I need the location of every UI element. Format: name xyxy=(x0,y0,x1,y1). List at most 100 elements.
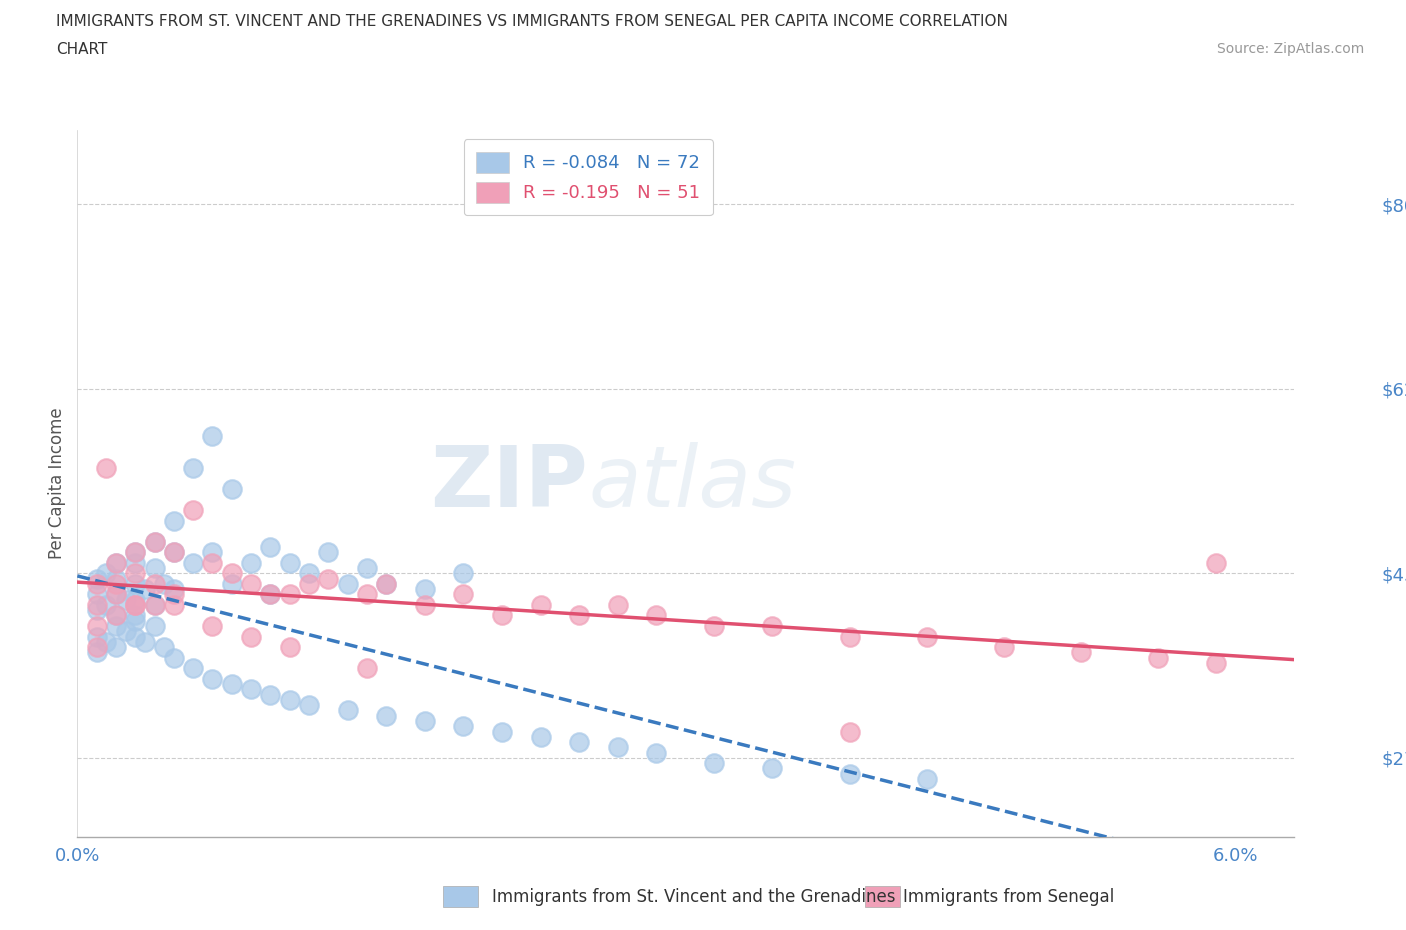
Point xyxy=(221,482,243,497)
Point xyxy=(104,587,127,602)
Point xyxy=(298,565,321,580)
Point xyxy=(104,571,127,586)
Point xyxy=(143,577,166,591)
Point xyxy=(114,624,136,639)
Point xyxy=(316,545,339,560)
Point xyxy=(453,565,475,580)
Point xyxy=(356,587,378,602)
Point xyxy=(491,724,513,739)
Point xyxy=(259,687,281,702)
Point xyxy=(221,577,243,591)
Point xyxy=(703,618,725,633)
Point xyxy=(1205,656,1227,671)
Point xyxy=(645,745,668,760)
Point xyxy=(568,735,591,750)
Point xyxy=(259,587,281,602)
Point xyxy=(491,608,513,623)
Point xyxy=(143,597,166,612)
Point xyxy=(278,693,301,708)
Point xyxy=(124,545,146,560)
Point xyxy=(153,640,176,655)
Point xyxy=(375,709,398,724)
Point xyxy=(96,460,118,475)
Point xyxy=(375,577,398,591)
Point xyxy=(124,597,146,612)
Point xyxy=(104,640,127,655)
Point xyxy=(240,555,263,570)
Point xyxy=(86,577,108,591)
Text: CHART: CHART xyxy=(56,42,108,57)
Point xyxy=(124,577,146,591)
Point xyxy=(413,713,436,728)
Point xyxy=(201,429,224,444)
Text: atlas: atlas xyxy=(588,442,796,525)
Point xyxy=(163,650,186,665)
Point xyxy=(356,561,378,576)
Point xyxy=(240,629,263,644)
Point xyxy=(124,555,146,570)
Point xyxy=(1147,650,1170,665)
Point xyxy=(104,555,127,570)
Text: ZIP: ZIP xyxy=(430,442,588,525)
Point xyxy=(993,640,1015,655)
Point xyxy=(201,555,224,570)
Point xyxy=(163,545,186,560)
Point xyxy=(153,577,176,591)
Point xyxy=(86,640,108,655)
Text: Source: ZipAtlas.com: Source: ZipAtlas.com xyxy=(1216,42,1364,56)
Point xyxy=(104,587,127,602)
Point xyxy=(124,592,146,607)
Point xyxy=(413,581,436,596)
Point xyxy=(143,597,166,612)
Point xyxy=(298,698,321,712)
Point xyxy=(104,608,127,623)
Text: Immigrants from St. Vincent and the Grenadines: Immigrants from St. Vincent and the Gren… xyxy=(492,887,896,906)
Point xyxy=(114,592,136,607)
Point xyxy=(201,618,224,633)
Point xyxy=(278,640,301,655)
Point xyxy=(86,587,108,602)
Point xyxy=(181,555,204,570)
Point xyxy=(143,561,166,576)
Point xyxy=(124,597,146,612)
Point xyxy=(606,740,628,755)
Point xyxy=(124,613,146,628)
Point xyxy=(181,661,204,676)
Point xyxy=(104,577,127,591)
Point xyxy=(163,597,186,612)
Point xyxy=(221,565,243,580)
Point xyxy=(530,729,553,744)
Point xyxy=(134,581,156,596)
Point xyxy=(298,577,321,591)
Point xyxy=(336,703,359,718)
Point xyxy=(838,724,860,739)
Point xyxy=(134,634,156,649)
Y-axis label: Per Capita Income: Per Capita Income xyxy=(48,407,66,560)
Point xyxy=(96,597,118,612)
Point xyxy=(143,618,166,633)
Point xyxy=(86,629,108,644)
Point xyxy=(240,577,263,591)
Point xyxy=(221,677,243,692)
Point xyxy=(761,761,783,776)
Point xyxy=(163,513,186,528)
Point xyxy=(143,534,166,549)
Point xyxy=(86,571,108,586)
Point xyxy=(163,581,186,596)
Point xyxy=(336,577,359,591)
Point xyxy=(181,460,204,475)
Point xyxy=(124,608,146,623)
Point xyxy=(104,608,127,623)
Point xyxy=(124,629,146,644)
Point xyxy=(606,597,628,612)
Text: Immigrants from Senegal: Immigrants from Senegal xyxy=(903,887,1114,906)
Point xyxy=(915,629,938,644)
Point xyxy=(96,565,118,580)
Point xyxy=(86,618,108,633)
Point xyxy=(181,502,204,517)
Point xyxy=(278,555,301,570)
Point xyxy=(453,719,475,734)
Point xyxy=(838,766,860,781)
Point xyxy=(316,571,339,586)
Point xyxy=(96,634,118,649)
